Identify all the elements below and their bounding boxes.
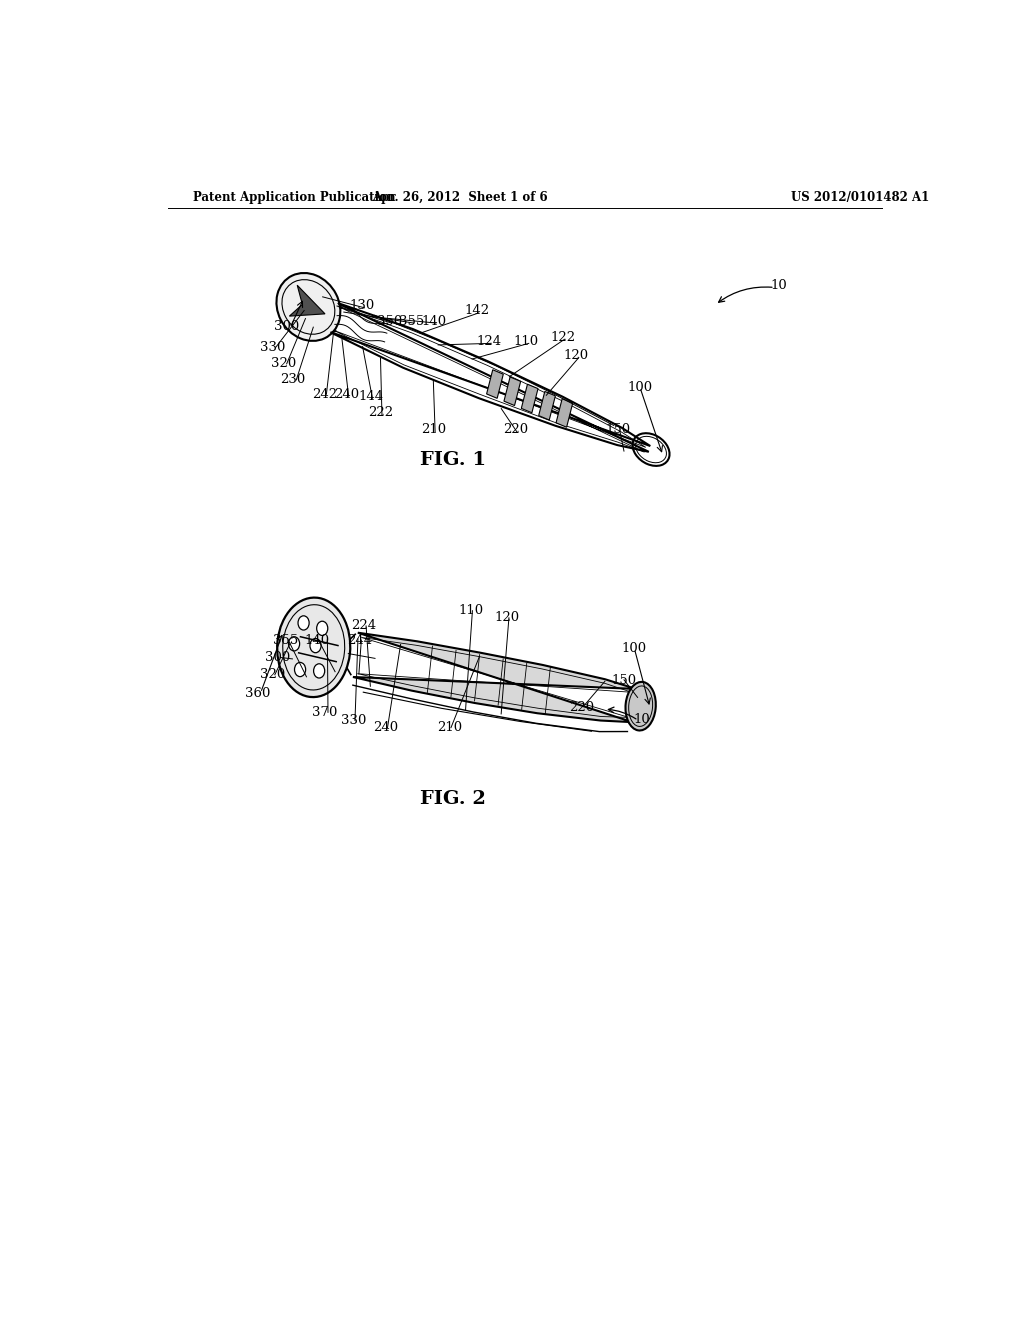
Text: 144: 144: [358, 389, 383, 403]
Text: 120: 120: [564, 348, 589, 362]
Polygon shape: [486, 370, 504, 399]
Text: 124: 124: [476, 335, 502, 348]
Polygon shape: [290, 285, 325, 315]
Text: Patent Application Publication: Patent Application Publication: [194, 190, 395, 203]
Text: 100: 100: [628, 380, 652, 393]
Text: 140: 140: [421, 314, 446, 327]
Polygon shape: [539, 392, 555, 420]
Circle shape: [295, 663, 305, 677]
Text: 355: 355: [272, 634, 298, 647]
Ellipse shape: [278, 598, 350, 697]
Text: 140: 140: [304, 634, 330, 647]
Text: 210: 210: [437, 721, 462, 734]
Text: 150: 150: [606, 424, 631, 437]
Text: 142: 142: [465, 305, 489, 317]
Polygon shape: [504, 378, 520, 405]
Ellipse shape: [276, 273, 340, 341]
Polygon shape: [556, 399, 572, 428]
Text: 370: 370: [312, 706, 338, 719]
Text: 150: 150: [611, 675, 637, 688]
Text: 242: 242: [312, 388, 337, 401]
Text: 122: 122: [550, 331, 575, 343]
Text: 330: 330: [260, 341, 285, 354]
Text: 350: 350: [377, 314, 402, 327]
Text: 120: 120: [495, 611, 520, 624]
Text: 320: 320: [271, 358, 296, 370]
Polygon shape: [521, 384, 538, 413]
Text: 220: 220: [503, 424, 527, 437]
Ellipse shape: [626, 682, 655, 730]
Text: 360: 360: [245, 686, 270, 700]
Text: 220: 220: [569, 701, 595, 714]
Polygon shape: [353, 632, 636, 722]
Text: 230: 230: [281, 374, 306, 387]
Text: Apr. 26, 2012  Sheet 1 of 6: Apr. 26, 2012 Sheet 1 of 6: [372, 190, 548, 203]
Text: 210: 210: [421, 424, 446, 437]
Text: 300: 300: [274, 319, 299, 333]
Text: 100: 100: [622, 642, 647, 655]
Text: 110: 110: [459, 605, 483, 618]
Text: 244: 244: [347, 634, 373, 647]
Circle shape: [298, 616, 309, 630]
Text: 224: 224: [351, 619, 376, 632]
Circle shape: [313, 664, 325, 678]
Text: 222: 222: [368, 407, 393, 418]
Text: 10: 10: [770, 279, 787, 292]
Text: FIG. 2: FIG. 2: [421, 789, 486, 808]
Circle shape: [289, 636, 300, 651]
Text: 10: 10: [634, 713, 650, 726]
Text: US 2012/0101482 A1: US 2012/0101482 A1: [791, 190, 929, 203]
Text: FIG. 1: FIG. 1: [420, 451, 486, 470]
Text: 300: 300: [264, 651, 290, 664]
Text: 240: 240: [374, 721, 398, 734]
Text: 240: 240: [334, 388, 358, 401]
Text: 330: 330: [341, 714, 366, 727]
Text: 130: 130: [349, 300, 375, 313]
Circle shape: [316, 622, 328, 635]
Text: 110: 110: [514, 335, 539, 348]
Circle shape: [310, 639, 322, 652]
Text: 320: 320: [260, 668, 285, 681]
Text: 355: 355: [399, 314, 425, 327]
